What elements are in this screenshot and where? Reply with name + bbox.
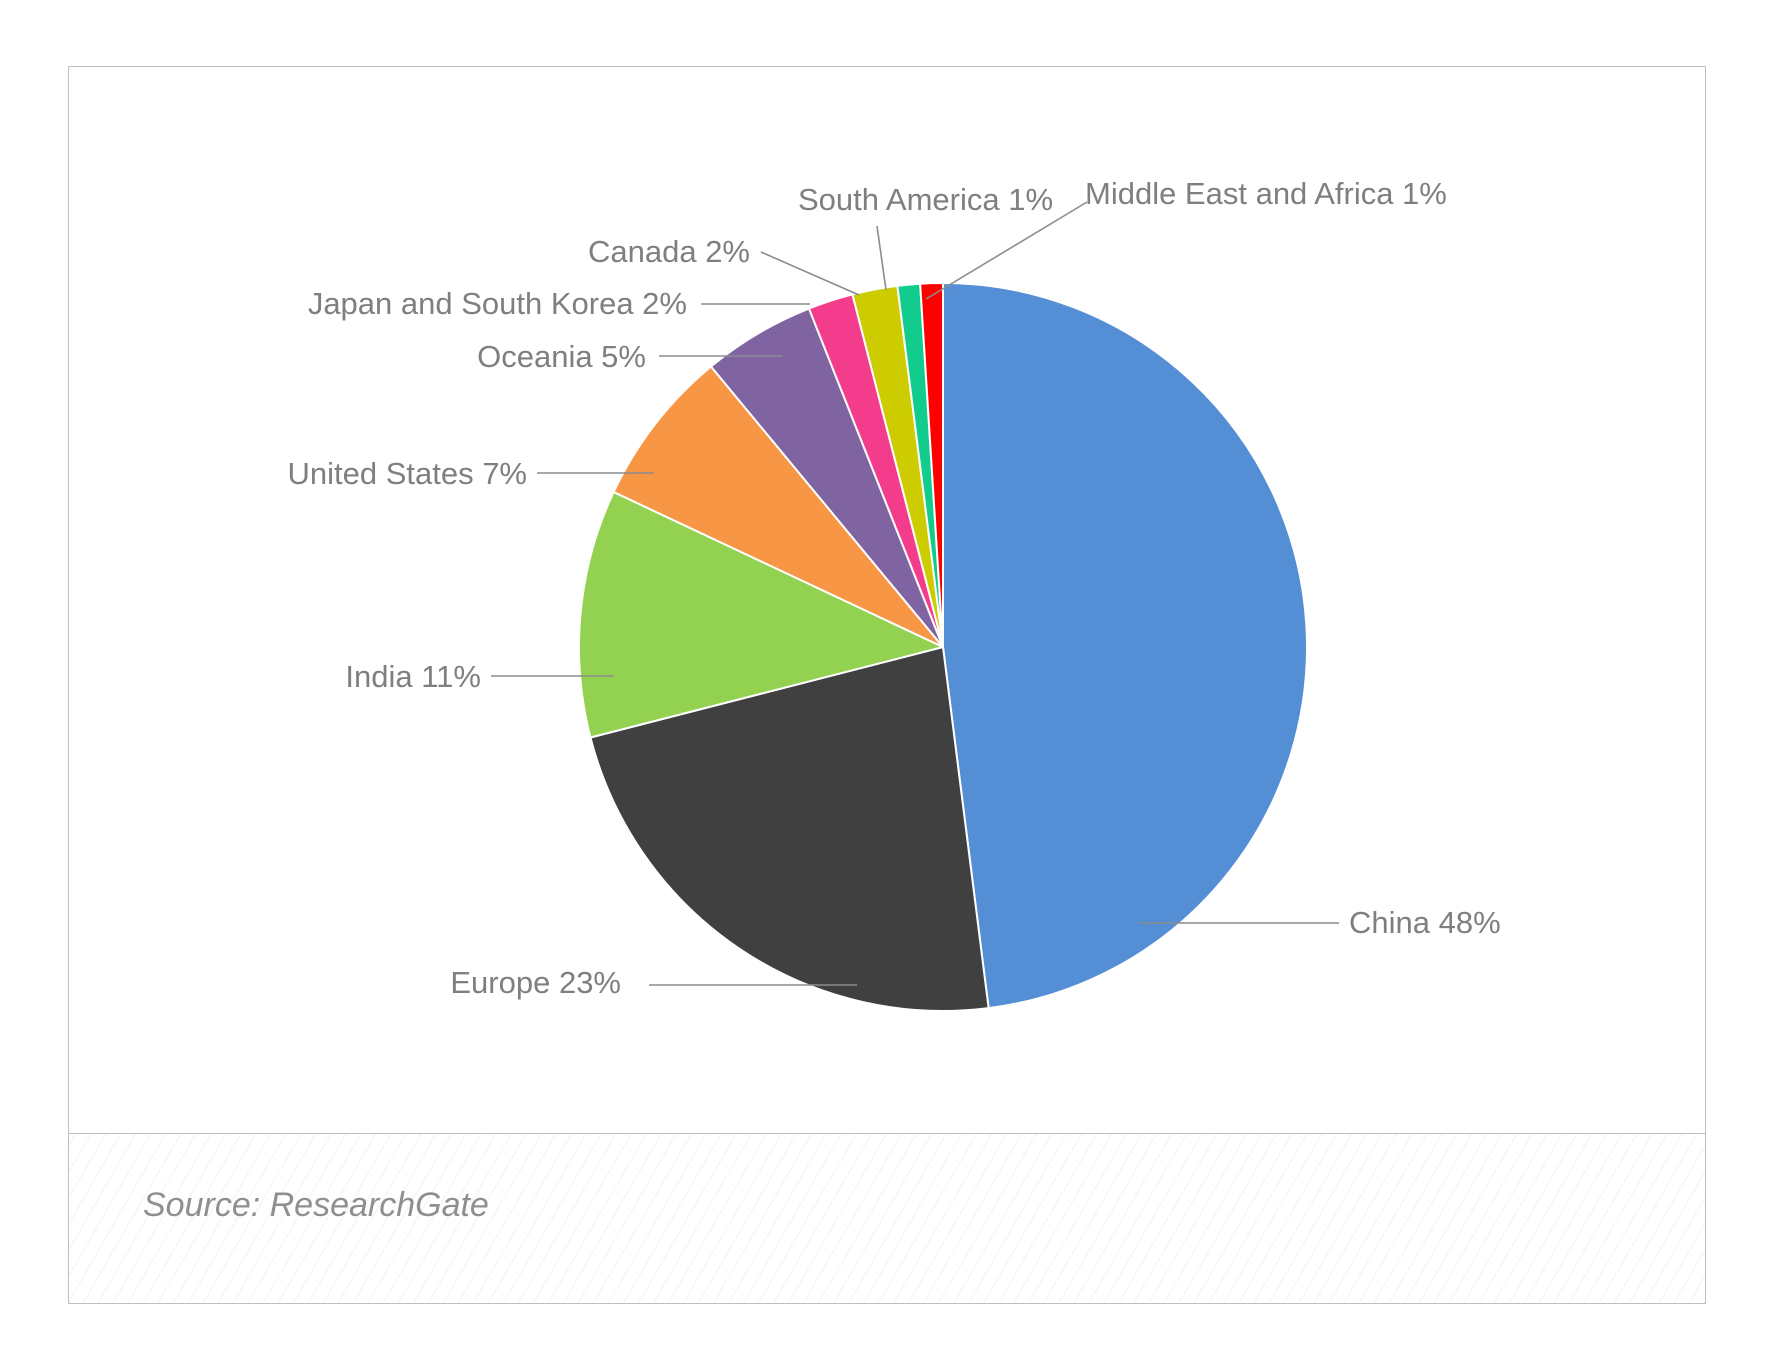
data-label-india: India 11% — [345, 659, 481, 694]
data-label-china: China 48% — [1349, 905, 1501, 940]
data-label-canada: Canada 2% — [588, 234, 750, 269]
leader-line-south-america — [876, 225, 887, 291]
data-label-united-states: United States 7% — [287, 456, 527, 491]
plot-area: China 48% Europe 23% India 11% United State… — [69, 67, 1705, 1133]
pie-slice-india — [578, 491, 944, 739]
pie-slices — [578, 282, 1308, 1012]
pie-slice-united-states — [612, 365, 944, 648]
data-label-oceania: Oceania 5% — [477, 339, 646, 374]
leader-line-middle-east-and-africa — [925, 201, 1088, 300]
pie-slice-china — [942, 282, 1308, 1010]
data-label-south-america: South America 1% — [798, 182, 1053, 217]
pie-chart: China 48% Europe 23% India 11% United State… — [287, 176, 1501, 1012]
data-labels: China 48% Europe 23% India 11% United State… — [287, 176, 1500, 1000]
data-label-middle-east-and-africa: Middle East and Africa 1% — [1085, 176, 1447, 211]
leader-line-canada — [760, 251, 860, 296]
data-label-japan-and-south-korea: Japan and South Korea 2% — [308, 286, 687, 321]
pie-slice-middle-east-and-africa — [919, 282, 944, 648]
pie-slice-europe — [589, 646, 990, 1012]
chart-frame: China 48% Europe 23% India 11% United State… — [68, 66, 1706, 1304]
source-text: Source: ResearchGate — [143, 1186, 489, 1224]
source-footer: Source: ResearchGate — [69, 1133, 1705, 1303]
data-label-europe: Europe 23% — [450, 965, 621, 1000]
leader-lines — [491, 201, 1339, 986]
